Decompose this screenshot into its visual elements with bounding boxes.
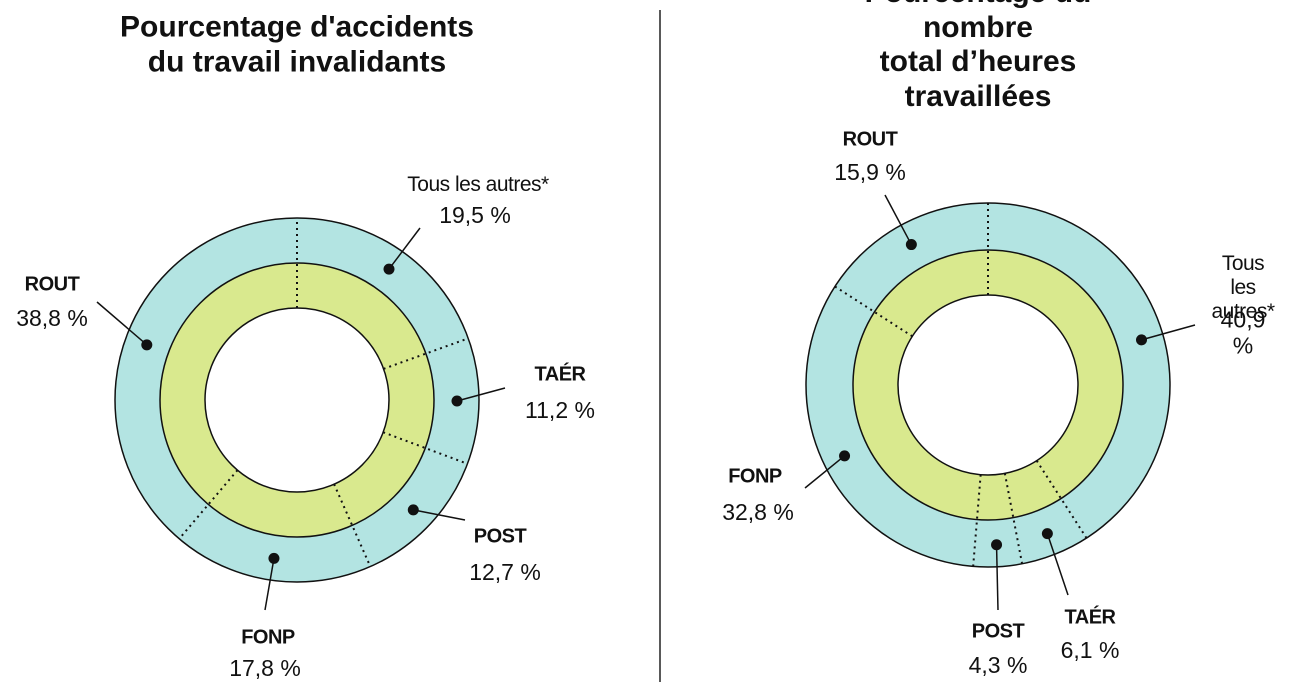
- label-dot: [268, 552, 280, 564]
- ring-border: [114, 217, 480, 583]
- label-dot: [905, 239, 917, 251]
- value-label: 32,8 %: [722, 498, 794, 525]
- category-label: POST: [971, 620, 1025, 643]
- inner-segment: [334, 432, 426, 526]
- ring-border: [159, 262, 435, 538]
- inner-segment: [1004, 460, 1062, 518]
- category-label: TAÉR: [534, 363, 586, 386]
- category-label: POST: [473, 525, 527, 548]
- outer-segment: [179, 504, 371, 583]
- leader-line: [413, 509, 466, 521]
- leader-line: [456, 387, 506, 402]
- category-label: FONP: [241, 626, 295, 649]
- value-label: 40,9 %: [1220, 306, 1266, 359]
- category-label: ROUT: [842, 128, 898, 151]
- leader-line: [804, 455, 846, 489]
- category-label: ROUT: [24, 273, 80, 296]
- inner-segment: [853, 311, 981, 520]
- leader-line: [1141, 324, 1196, 341]
- label-dot: [1136, 334, 1148, 346]
- category-label: Tous les autres*: [1211, 251, 1275, 324]
- leader-line: [264, 558, 275, 611]
- label-dot: [451, 395, 463, 407]
- value-label: 6,1 %: [1060, 636, 1120, 663]
- value-label: 15,9 %: [834, 158, 906, 185]
- value-label: 38,8 %: [16, 304, 88, 331]
- label-dot: [839, 450, 851, 462]
- inner-segment: [988, 250, 1123, 499]
- label-dot: [1041, 528, 1053, 540]
- category-label: FONP: [728, 465, 782, 488]
- value-label: 12,7 %: [469, 558, 541, 585]
- label-dot: [991, 539, 1003, 551]
- category-label: TAÉR: [1064, 606, 1116, 629]
- leader-line: [884, 194, 913, 245]
- leader-line: [96, 301, 148, 346]
- leader-line: [1046, 533, 1069, 596]
- label-dot: [141, 339, 153, 351]
- inner-segment: [208, 470, 353, 537]
- leader-line: [995, 544, 999, 611]
- category-label: Tous les autres*: [407, 172, 549, 196]
- ring-border: [204, 307, 390, 493]
- outer-segment: [115, 218, 298, 539]
- label-dot: [383, 263, 395, 275]
- inner-segment: [976, 473, 1014, 521]
- inner-segment: [383, 353, 434, 449]
- inner-segment: [297, 263, 426, 369]
- outer-segment: [297, 218, 469, 354]
- inner-segment: [160, 263, 297, 505]
- value-label: 19,5 %: [439, 201, 511, 228]
- ring-border: [897, 294, 1079, 476]
- outer-segment: [834, 203, 988, 312]
- label-dot: [407, 504, 419, 516]
- value-label: 11,2 %: [525, 396, 595, 423]
- value-label: 17,8 %: [229, 654, 301, 681]
- value-label: 4,3 %: [968, 651, 1028, 678]
- outer-segment: [988, 203, 1170, 539]
- chart-title: Pourcentage d'accidents du travail inval…: [120, 10, 474, 79]
- chart-title: Pourcentage du nombre total d’heures tra…: [865, 0, 1092, 113]
- leader-line: [388, 227, 421, 270]
- inner-segment: [874, 250, 988, 337]
- outer-segment: [806, 286, 977, 567]
- ring-border: [852, 249, 1124, 521]
